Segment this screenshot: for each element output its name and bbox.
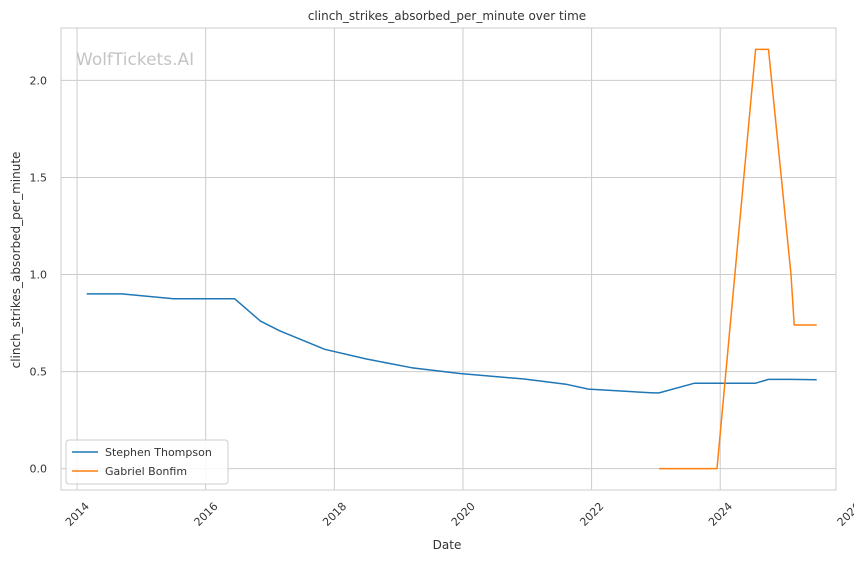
legend-label-2: Gabriel Bonfim (105, 465, 187, 478)
x-tick-label: 2020 (449, 500, 478, 529)
y-tick-label: 0.5 (30, 366, 48, 379)
x-tick-label: 2016 (192, 500, 221, 529)
y-tick-label: 0.0 (30, 463, 48, 476)
series-line-2 (659, 48, 817, 470)
y-tick-labels: 0.0 0.5 1.0 1.5 2.0 (30, 74, 48, 475)
x-tick-label: 2024 (706, 500, 735, 529)
x-tick-labels: 2014 2016 2018 2020 2022 2024 2026 (63, 500, 854, 529)
y-axis-label: clinch_strikes_absorbed_per_minute (9, 152, 23, 369)
watermark: WolfTickets.AI (76, 50, 194, 70)
x-tick-label: 2022 (577, 500, 606, 529)
chart-title: clinch_strikes_absorbed_per_minute over … (308, 9, 586, 23)
y-tick-label: 2.0 (30, 74, 48, 87)
series-line-1 (86, 293, 817, 394)
legend-label-1: Stephen Thompson (105, 446, 212, 459)
grid (61, 28, 836, 490)
y-tick-label: 1.5 (30, 171, 48, 184)
legend: Stephen Thompson Gabriel Bonfim (65, 439, 229, 485)
series-layer (86, 48, 817, 470)
y-tick-label: 1.0 (30, 269, 48, 282)
legend-box (65, 439, 229, 485)
x-axis-label: Date (433, 538, 462, 552)
x-tick-label: 2026 (835, 500, 854, 529)
plot-frame (60, 27, 837, 491)
x-tick-label: 2018 (320, 500, 349, 529)
x-tick-label: 2014 (63, 500, 92, 529)
